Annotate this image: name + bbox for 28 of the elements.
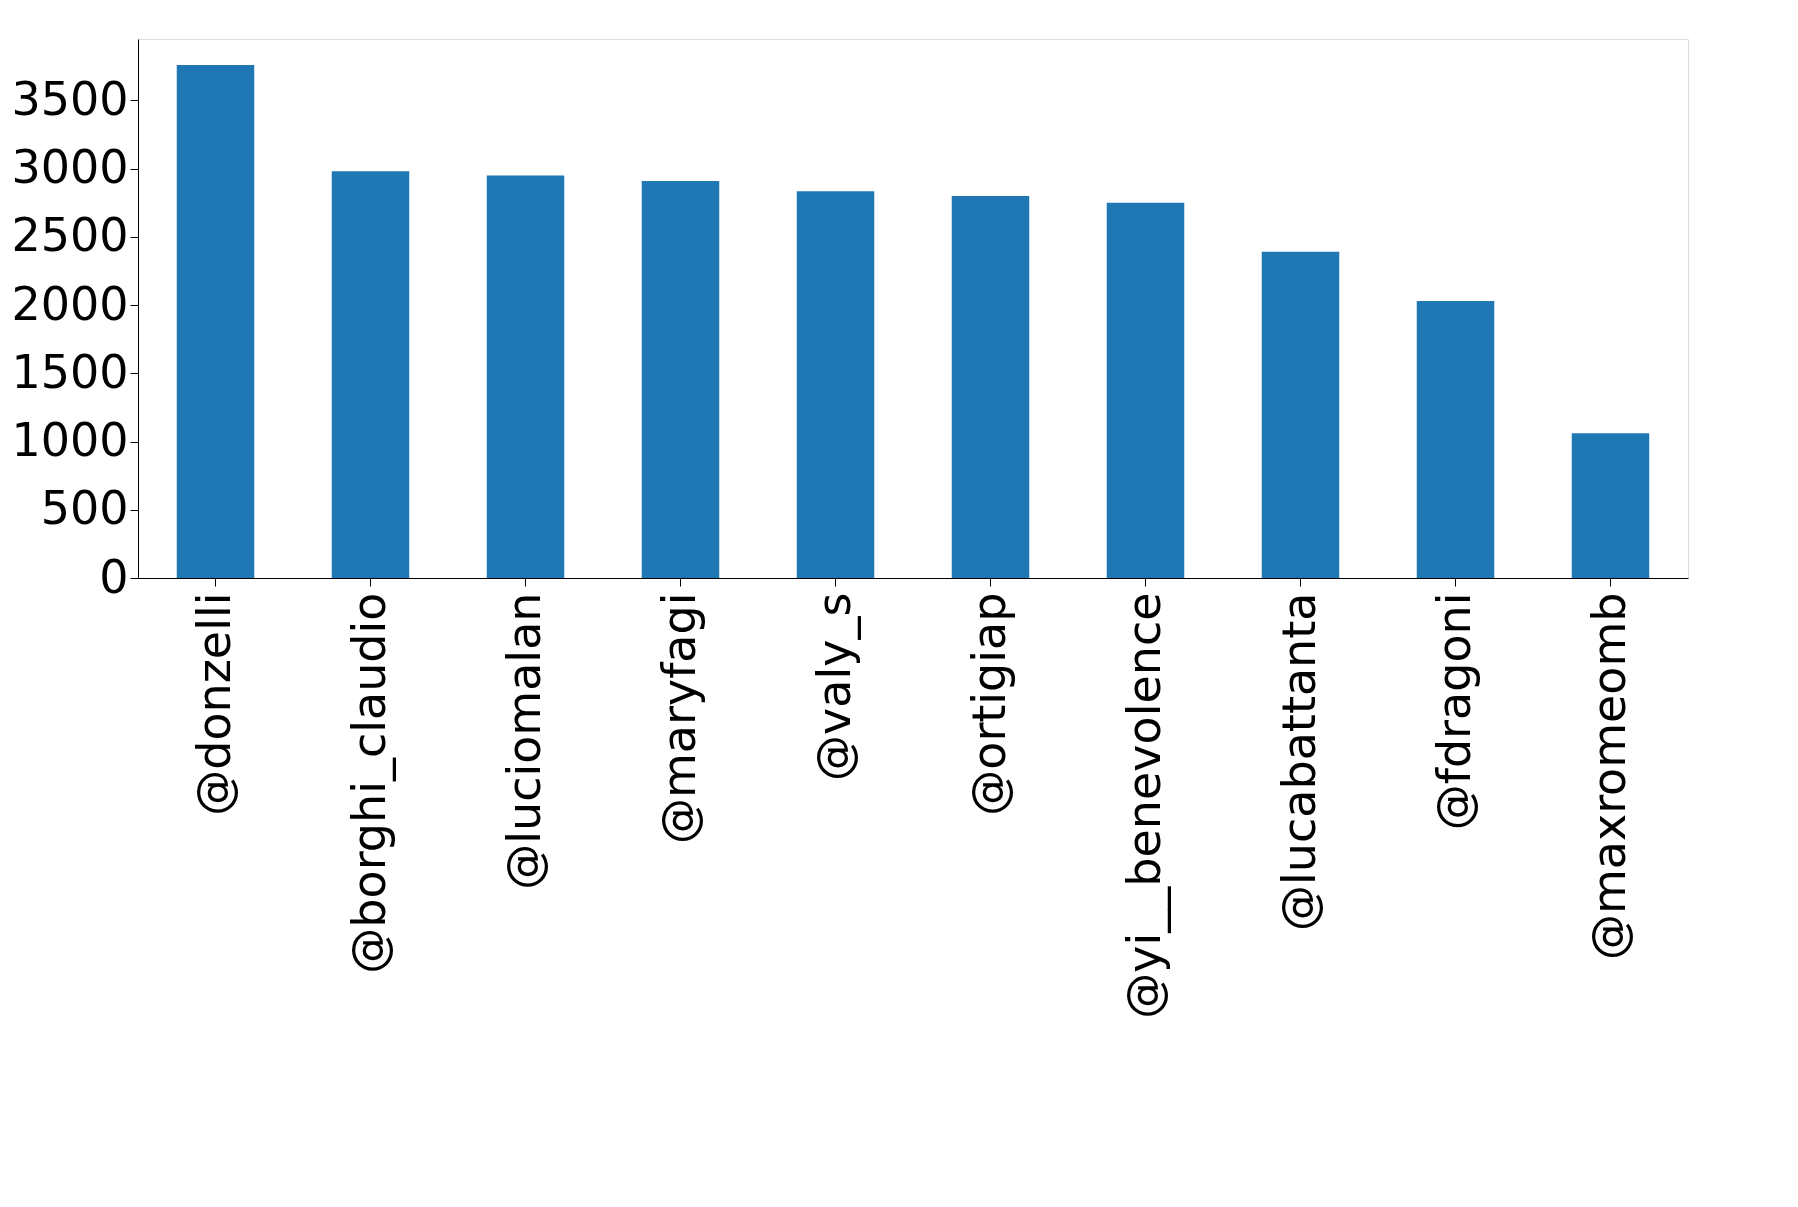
x-tick-label: @ortigiap <box>961 592 1016 816</box>
x-tick-label: @donzelli <box>186 592 241 816</box>
bar <box>641 180 720 578</box>
x-tick-label: @luciomalan <box>496 592 551 890</box>
x-tick-label: @lucabattanta <box>1271 592 1326 931</box>
bar <box>1416 300 1495 578</box>
bar <box>486 175 565 578</box>
y-tick-label: 2000 <box>11 276 129 331</box>
x-tick-label: @fdragoni <box>1426 592 1481 831</box>
y-tick-label: 500 <box>40 481 129 536</box>
x-tick-label: @maxromeomb <box>1581 592 1636 961</box>
bar <box>951 195 1030 578</box>
bar <box>1106 202 1185 578</box>
y-tick-label: 3000 <box>11 140 129 195</box>
y-tick-label: 1000 <box>11 413 129 468</box>
x-tick-label: @borghi_claudio <box>341 592 396 974</box>
bar <box>1571 433 1650 578</box>
bar <box>1261 251 1340 578</box>
bar <box>176 64 255 578</box>
bar <box>331 171 410 578</box>
y-tick-label: 3500 <box>11 71 129 126</box>
y-tick-label: 2500 <box>11 208 129 263</box>
x-tick-label: @maryfagi <box>651 592 706 844</box>
x-tick-label: @valy_s <box>806 592 861 781</box>
y-tick-label: 1500 <box>11 344 129 399</box>
bar <box>796 191 875 578</box>
x-tick-label: @yi__benevolence <box>1116 592 1171 1019</box>
y-tick-label: 0 <box>99 549 129 604</box>
